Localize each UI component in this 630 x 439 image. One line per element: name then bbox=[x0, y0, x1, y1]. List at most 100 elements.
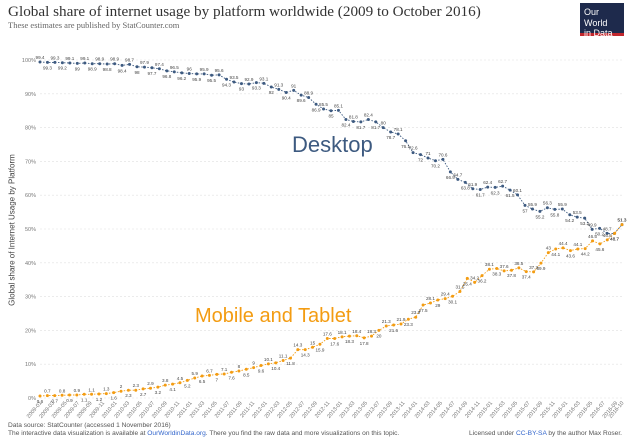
y-tick-label: 80% bbox=[25, 126, 36, 132]
mobile-point bbox=[568, 249, 572, 253]
y-tick-label: 30% bbox=[25, 295, 36, 301]
desktop-data-label: 81.7 bbox=[356, 125, 365, 130]
desktop-point bbox=[128, 62, 132, 66]
mobile-data-label: 43.6 bbox=[566, 254, 575, 259]
mobile-point bbox=[509, 268, 513, 272]
mobile-point bbox=[193, 376, 197, 380]
desktop-point bbox=[396, 132, 400, 136]
mobile-data-label: 43 bbox=[546, 246, 552, 251]
mobile-data-label: 35.4 bbox=[463, 281, 472, 286]
mobile-point bbox=[288, 356, 292, 360]
mobile-point bbox=[82, 392, 86, 396]
desktop-data-label: 85.5 bbox=[319, 102, 328, 107]
mobile-data-label: 10.4 bbox=[271, 366, 280, 371]
desktop-data-label: 98.9 bbox=[95, 57, 104, 62]
desktop-data-label: 95.6 bbox=[215, 68, 224, 73]
desktop-data-label: 50.2 bbox=[595, 231, 604, 236]
desktop-data-label: 70.2 bbox=[431, 164, 440, 169]
mobile-data-label: 21.3 bbox=[382, 319, 391, 324]
desktop-data-label: 53.5 bbox=[573, 210, 582, 215]
desktop-point bbox=[83, 61, 87, 65]
mobile-point bbox=[487, 267, 491, 271]
mobile-point bbox=[546, 251, 550, 255]
y-tick-label: 10% bbox=[25, 362, 36, 368]
mobile-point bbox=[532, 270, 536, 274]
license-link[interactable]: CC-BY-SA bbox=[515, 430, 547, 437]
mobile-data-label: 28.1 bbox=[426, 296, 435, 301]
desktop-data-label: 61.5 bbox=[506, 193, 515, 198]
desktop-data-label: 55.9 bbox=[558, 202, 567, 207]
mobile-data-label: 2.9 bbox=[147, 381, 154, 386]
desktop-point bbox=[292, 88, 296, 92]
mobile-data-label: 37.4 bbox=[522, 275, 531, 280]
desktop-point bbox=[516, 193, 520, 197]
desktop-data-label: 93 bbox=[239, 87, 245, 92]
desktop-data-label: 92 bbox=[269, 90, 275, 95]
owid-logo[interactable]: Our World in Data bbox=[580, 3, 624, 38]
desktop-point bbox=[38, 60, 42, 64]
mobile-point bbox=[428, 301, 432, 305]
desktop-point bbox=[239, 82, 243, 86]
y-tick-label: 20% bbox=[25, 328, 36, 334]
mobile-point bbox=[266, 362, 270, 366]
mobile-point bbox=[222, 372, 226, 376]
desktop-point bbox=[172, 70, 176, 74]
license-prefix: Licensed under bbox=[469, 430, 516, 437]
mobile-data-label: 1.2 bbox=[96, 397, 103, 402]
desktop-data-label: 55.9 bbox=[528, 202, 537, 207]
desktop-data-label: 63.8 bbox=[461, 185, 470, 190]
mobile-data-label: 36.2 bbox=[478, 279, 487, 284]
mobile-data-label: 7.6 bbox=[228, 375, 235, 380]
desktop-data-label: 99.1 bbox=[80, 56, 89, 61]
mobile-data-label: 9.6 bbox=[258, 369, 265, 374]
mobile-data-label: 46.8 bbox=[603, 233, 612, 238]
mobile-data-label: 6.5 bbox=[199, 379, 206, 384]
mobile-point bbox=[252, 366, 256, 370]
desktop-data-label: 48.7 bbox=[603, 226, 612, 231]
mobile-point bbox=[414, 315, 418, 319]
mobile-point bbox=[171, 382, 175, 386]
mobile-data-label: 45.6 bbox=[595, 247, 604, 252]
desktop-point bbox=[374, 120, 378, 124]
mobile-data-label: 4.5 bbox=[177, 376, 184, 381]
desktop-data-label: 97.7 bbox=[147, 71, 156, 76]
mobile-point bbox=[502, 269, 506, 273]
mobile-data-label: 9 bbox=[252, 361, 255, 366]
desktop-data-label: 89.6 bbox=[297, 98, 306, 103]
mobile-data-label: 3.8 bbox=[162, 378, 169, 383]
desktop-point bbox=[523, 203, 527, 207]
logo-line-2: in Data bbox=[584, 28, 613, 38]
mobile-data-label: 0.9 bbox=[74, 388, 81, 393]
desktop-data-label: 51.3 bbox=[618, 218, 627, 223]
desktop-point bbox=[120, 63, 124, 67]
mobile-point bbox=[215, 372, 219, 376]
desktop-point bbox=[299, 93, 303, 97]
mobile-point bbox=[576, 247, 580, 251]
mobile-point bbox=[347, 334, 351, 338]
mobile-data-label: 2.7 bbox=[140, 392, 147, 397]
desktop-point bbox=[448, 170, 452, 174]
desktop-data-label: 90.4 bbox=[282, 95, 291, 100]
desktop-point bbox=[165, 69, 169, 73]
mobile-data-label: 34.2 bbox=[470, 275, 479, 280]
desktop-point bbox=[553, 207, 557, 211]
desktop-point bbox=[75, 61, 79, 65]
desktop-point bbox=[575, 215, 579, 219]
desktop-point bbox=[225, 77, 229, 81]
desktop-data-label: 49.9 bbox=[588, 222, 597, 227]
desktop-point bbox=[441, 157, 445, 161]
mobile-data-label: 5.9 bbox=[192, 371, 199, 376]
footer-source: Data source: StatCounter (accessed 1 Nov… bbox=[8, 422, 171, 429]
desktop-point bbox=[463, 180, 467, 184]
desktop-point bbox=[90, 62, 94, 66]
desktop-data-label: 54.2 bbox=[565, 218, 574, 223]
desktop-point bbox=[493, 185, 497, 189]
owid-link[interactable]: OurWorldinData.org bbox=[147, 430, 206, 437]
desktop-point bbox=[486, 185, 490, 189]
desktop-point bbox=[98, 62, 102, 66]
desktop-data-label: 91.3 bbox=[274, 82, 283, 87]
desktop-point bbox=[545, 206, 549, 210]
mobile-point bbox=[473, 280, 477, 284]
desktop-point bbox=[202, 72, 206, 76]
